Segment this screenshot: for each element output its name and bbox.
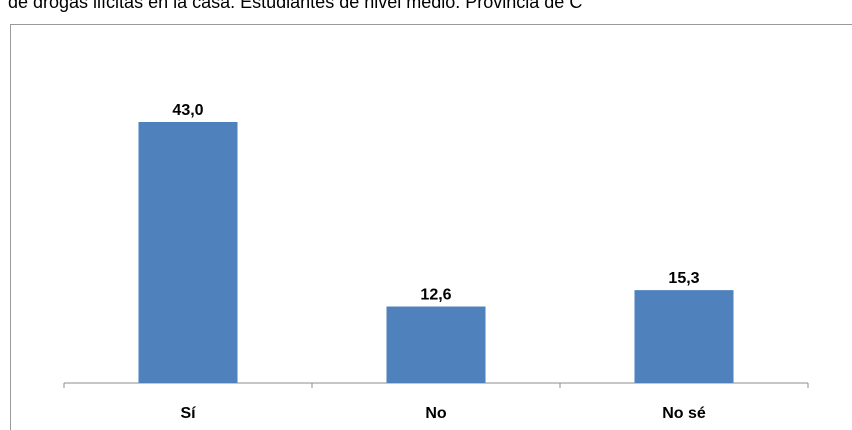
bar-1 [386,306,486,383]
data-label-1: 12,6 [420,287,451,304]
data-label-0: 43,0 [172,102,203,119]
category-label-1: No [425,405,447,422]
category-label-2: No sé [662,405,706,422]
chart-title: de drogas ilícitas en la casa. Estudiant… [8,0,583,12]
category-label-0: Sí [180,405,196,422]
bar-0 [138,122,238,383]
data-label-2: 15,3 [668,270,699,287]
chart-frame [10,24,852,430]
bar-2 [634,290,734,383]
